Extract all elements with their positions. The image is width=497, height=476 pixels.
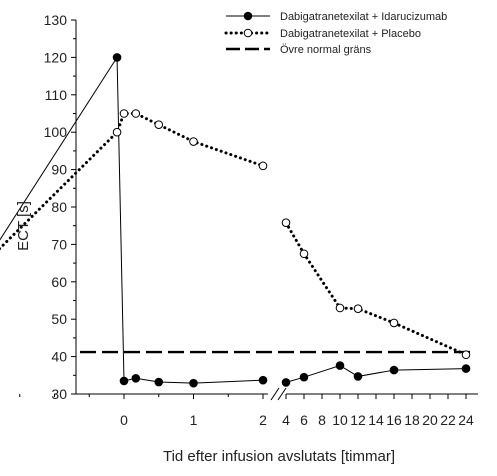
y-tick-label: 90 — [51, 162, 67, 178]
x-tick-label: 18 — [404, 412, 420, 428]
idarucizumab-series-line — [0, 57, 118, 241]
axis-break-mark — [277, 387, 287, 401]
legend-group: Dabigatranetexilat + Idarucizumab Dabigat… — [224, 11, 447, 56]
idarucizumab-point — [258, 375, 268, 385]
series-group — [0, 53, 474, 388]
x-tick-label: 6 — [300, 412, 308, 428]
x-tick-label: 8 — [318, 412, 326, 428]
idarucizumab-point — [461, 364, 471, 373]
x-tick-label: 14 — [368, 412, 384, 428]
placebo-point — [119, 109, 129, 118]
y-tick-label: 70 — [51, 236, 67, 252]
idarucizumab-point — [154, 377, 164, 387]
placebo-point — [353, 304, 363, 314]
placebo-point — [131, 109, 141, 118]
legend-label: Övre normal gräns — [280, 44, 372, 56]
y-tick-label: 40 — [51, 349, 67, 365]
x-tick-label: 22 — [440, 412, 456, 428]
legend-label: Dabigatranetexilat + Placebo — [280, 28, 421, 40]
x-tick-label: 16 — [386, 412, 402, 428]
legend-marker-placebo — [243, 28, 253, 38]
idarucizumab-point — [353, 372, 363, 381]
placebo-point — [281, 218, 291, 228]
placebo-point — [189, 137, 198, 146]
idarucizumab-point — [281, 378, 291, 387]
idarucizumab-point — [189, 378, 198, 388]
placebo-point — [154, 120, 164, 130]
y-tick-label: 130 — [44, 12, 68, 28]
idarucizumab-series-line — [285, 365, 467, 383]
x-tick-label: 12 — [350, 412, 366, 428]
idarucizumab-series-line — [116, 57, 264, 384]
y-tick-label: 110 — [45, 87, 68, 103]
placebo-point — [112, 127, 122, 137]
x-tick-label: 10 — [332, 412, 348, 428]
axes-group: 30405060708090100110120130-2012468101214… — [19, 12, 478, 428]
x-tick-label: 4 — [282, 412, 290, 428]
y-tick-label: 50 — [51, 311, 67, 327]
idarucizumab-point — [299, 372, 309, 382]
placebo-point — [389, 318, 399, 328]
idarucizumab-point — [131, 373, 141, 383]
placebo-series-line — [0, 112, 265, 251]
placebo-point — [335, 303, 345, 313]
idarucizumab-point — [335, 361, 345, 370]
y-tick-label: 30 — [51, 386, 67, 402]
placebo-series-line — [284, 221, 468, 357]
idarucizumab-point — [119, 376, 129, 386]
y-tick-label: 60 — [51, 274, 67, 290]
y-tick-label: 120 — [44, 49, 68, 65]
y-tick-label: 80 — [51, 199, 67, 215]
x-tick-label: 24 — [458, 412, 474, 428]
x-axis-title: Tid efter infusion avslutats [timmar] — [163, 448, 395, 465]
x-tick-label: 0 — [120, 412, 128, 428]
y-tick-label: 100 — [44, 124, 68, 140]
legend-marker-idarucizumab — [243, 11, 253, 21]
placebo-point — [258, 161, 268, 171]
axis-break-mark — [270, 387, 280, 401]
legend-label: Dabigatranetexilat + Idarucizumab — [280, 11, 447, 23]
placebo-point — [461, 350, 471, 360]
x-tick-label: 2 — [259, 412, 267, 428]
idarucizumab-point — [389, 365, 399, 375]
x-tick-label: 20 — [422, 412, 438, 428]
idarucizumab-point — [112, 53, 122, 62]
placebo-point — [299, 249, 309, 259]
y-axis-title: ECT [s] — [15, 201, 32, 251]
x-tick-label: 1 — [190, 412, 198, 428]
